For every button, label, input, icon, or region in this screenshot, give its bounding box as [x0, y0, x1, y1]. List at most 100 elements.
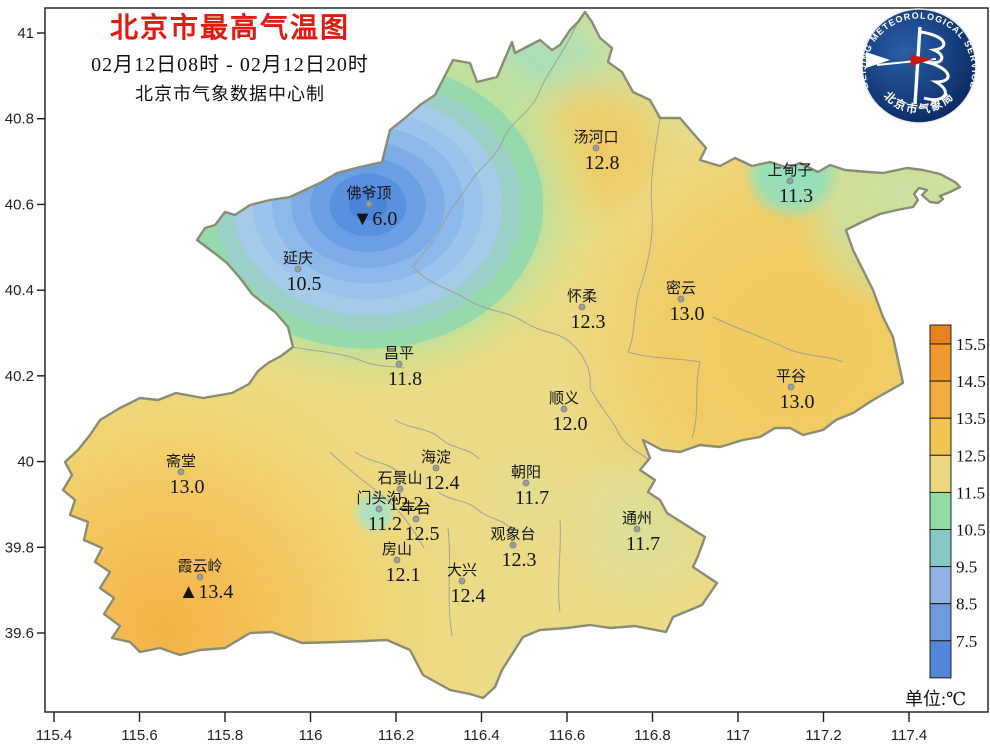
station-value: 11.3	[779, 185, 813, 207]
station-label: 汤河口	[573, 129, 618, 146]
station-value: 12.8	[585, 152, 620, 174]
station-label: 平谷	[776, 368, 806, 385]
colorbar-label: 13.5	[956, 409, 986, 428]
station-value: ▲13.4	[179, 581, 234, 603]
x-axis: 115.4 115.6 115.8 116 116.2 116.4 116.6 116.8 11…	[36, 712, 927, 744]
station-value: 12.3	[502, 549, 537, 571]
y-tick-label: 40.4	[5, 282, 34, 299]
district-boundaries	[292, 21, 844, 637]
station-value: 11.7	[626, 533, 660, 555]
y-axis: 41 40.8 40.6 40.4 40.2 40 39.8 39.6	[5, 25, 45, 642]
station-dot	[396, 485, 404, 493]
station-dot	[592, 144, 600, 152]
station-value: 12.4	[451, 585, 486, 607]
station-layer: 汤河口 12.8 上甸子 11.3 佛爷顶 ▼6.0 延庆 10.5 怀柔 12.3 密云 13.0 昌…	[166, 129, 815, 607]
station-dot	[395, 360, 403, 368]
station-dot	[294, 265, 302, 273]
colorbar-label: 14.5	[956, 372, 986, 391]
station-label: 大兴	[447, 562, 477, 579]
station-dot	[578, 303, 586, 311]
colorbar-label: 7.5	[956, 632, 977, 651]
x-tick-label: 115.4	[36, 727, 72, 744]
station-label: 房山	[382, 541, 412, 558]
station-dot	[375, 505, 383, 513]
beijing-boundary	[61, 10, 962, 700]
colorbar-label: 11.5	[956, 483, 985, 502]
wind-vane-icon	[866, 26, 950, 105]
colorbar-segment	[929, 566, 952, 605]
station-label: 上甸子	[767, 162, 812, 179]
station-value: 11.7	[515, 487, 549, 509]
colorbar-segment	[929, 324, 952, 345]
colorbar-segment	[929, 380, 952, 419]
x-tick-label: 116.8	[634, 727, 670, 744]
station-label: 昌平	[384, 346, 414, 362]
station-label: 密云	[666, 280, 696, 297]
colorbar-segment	[929, 491, 952, 530]
station-label: 丰台	[401, 500, 431, 517]
colorbar-segment	[929, 343, 952, 382]
station-dot	[677, 295, 685, 303]
station-label: 斋堂	[166, 453, 196, 470]
station-value: 12.5	[405, 523, 440, 545]
colorbar-label: 9.5	[956, 558, 977, 577]
station-label: 延庆	[283, 250, 313, 267]
title-block: 北京市最高气温图 02月12日08时 - 02月12日20时 北京市气象数据中心…	[30, 12, 430, 106]
colorbar-segment	[929, 640, 952, 679]
x-tick-label: 116.6	[549, 727, 585, 744]
x-tick-label: 117.2	[805, 727, 841, 744]
station-value: 12.3	[571, 311, 606, 333]
station-label: 怀柔	[567, 288, 597, 305]
y-tick-label: 40.6	[5, 196, 34, 213]
station-dot	[432, 464, 440, 472]
y-tick-label: 40	[17, 454, 34, 471]
station-label: 通州	[622, 510, 652, 527]
colorbar-segment	[929, 603, 952, 642]
station-label: 顺义	[549, 390, 579, 407]
station-label: 石景山	[377, 470, 422, 487]
station-label: 门头沟	[356, 490, 401, 507]
x-tick-label: 116.4	[463, 727, 499, 744]
station-dot	[509, 541, 517, 549]
x-tick-label: 117.4	[891, 727, 927, 744]
map-period: 02月12日08时 - 02月12日20时	[91, 54, 369, 77]
station-value: 12.1	[386, 564, 421, 586]
x-tick-label: 117	[726, 727, 750, 744]
station-value: 11.2	[368, 513, 402, 535]
y-tick-label: 40.8	[5, 111, 34, 128]
map-source: 北京市气象数据中心制	[135, 84, 325, 105]
station-dot	[393, 556, 401, 564]
station-value: 11.8	[388, 368, 422, 390]
unit-label: 单位:℃	[905, 689, 967, 709]
station-value: 13.0	[780, 391, 815, 413]
station-label: 朝阳	[511, 464, 541, 481]
station-value: 12.2	[389, 493, 424, 515]
colorbar-segment	[929, 529, 952, 568]
station-dot	[365, 200, 373, 208]
station-dot	[522, 479, 530, 487]
station-dot	[560, 405, 568, 413]
agency-logo: BEIJING METEOROLOGICAL SERVICE 北京市气象局	[858, 8, 979, 124]
station-label: 佛爷顶	[346, 185, 391, 202]
colorbar-label: 8.5	[956, 595, 977, 614]
colorbar-label: 15.5	[956, 335, 986, 354]
colorbar-segment	[929, 417, 952, 456]
x-tick-label: 115.8	[207, 727, 243, 744]
station-dot	[412, 515, 420, 523]
station-dot	[633, 525, 641, 533]
y-tick-label: 41	[17, 25, 34, 42]
map-title: 北京市最高气温图	[109, 12, 350, 43]
station-dot	[177, 468, 185, 476]
station-dot	[786, 177, 794, 185]
colorbar-label: 10.5	[956, 521, 986, 540]
y-tick-label: 39.8	[5, 539, 34, 556]
colorbar-segment	[929, 454, 952, 493]
station-value: ▼6.0	[353, 208, 398, 230]
station-label: 观象台	[490, 526, 535, 543]
station-value: 13.0	[170, 476, 205, 498]
station-label: 海淀	[421, 449, 451, 466]
x-tick-label: 116	[299, 727, 323, 744]
